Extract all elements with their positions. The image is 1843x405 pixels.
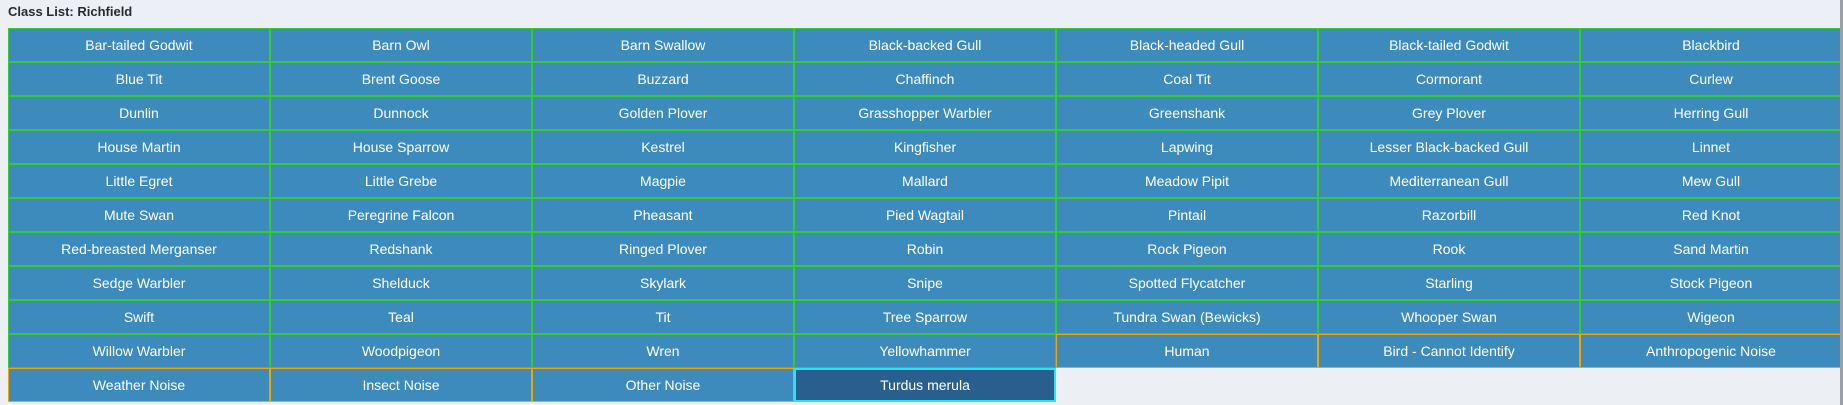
class-button[interactable]: Kestrel bbox=[532, 130, 794, 164]
class-button[interactable]: Brent Goose bbox=[270, 62, 532, 96]
class-button[interactable]: Other Noise bbox=[532, 368, 794, 402]
class-button[interactable]: Dunnock bbox=[270, 96, 532, 130]
class-button[interactable]: Kingfisher bbox=[794, 130, 1056, 164]
class-button[interactable]: Barn Swallow bbox=[532, 28, 794, 62]
class-button[interactable]: Coal Tit bbox=[1056, 62, 1318, 96]
class-button[interactable]: Black-headed Gull bbox=[1056, 28, 1318, 62]
class-button[interactable]: Curlew bbox=[1580, 62, 1842, 96]
class-button[interactable]: Bird - Cannot Identify bbox=[1318, 334, 1580, 368]
class-button[interactable]: Sand Martin bbox=[1580, 232, 1842, 266]
class-button[interactable]: Blackbird bbox=[1580, 28, 1842, 62]
class-button[interactable]: House Sparrow bbox=[270, 130, 532, 164]
class-button[interactable]: Golden Plover bbox=[532, 96, 794, 130]
class-button[interactable]: Spotted Flycatcher bbox=[1056, 266, 1318, 300]
class-button[interactable]: Mallard bbox=[794, 164, 1056, 198]
class-button[interactable]: Red Knot bbox=[1580, 198, 1842, 232]
class-button[interactable]: Grey Plover bbox=[1318, 96, 1580, 130]
class-button[interactable]: Weather Noise bbox=[8, 368, 270, 402]
class-button[interactable]: Pied Wagtail bbox=[794, 198, 1056, 232]
class-button[interactable]: Starling bbox=[1318, 266, 1580, 300]
class-button[interactable]: Woodpigeon bbox=[270, 334, 532, 368]
class-button[interactable]: Tree Sparrow bbox=[794, 300, 1056, 334]
class-button[interactable]: Teal bbox=[270, 300, 532, 334]
class-button[interactable]: Red-breasted Merganser bbox=[8, 232, 270, 266]
class-button[interactable]: Pintail bbox=[1056, 198, 1318, 232]
class-button[interactable]: Magpie bbox=[532, 164, 794, 198]
class-button[interactable]: Insect Noise bbox=[270, 368, 532, 402]
class-button[interactable]: Yellowhammer bbox=[794, 334, 1056, 368]
class-button[interactable]: Mew Gull bbox=[1580, 164, 1842, 198]
class-button[interactable]: Shelduck bbox=[270, 266, 532, 300]
class-button[interactable]: Chaffinch bbox=[794, 62, 1056, 96]
class-button[interactable]: Wren bbox=[532, 334, 794, 368]
class-button[interactable]: Peregrine Falcon bbox=[270, 198, 532, 232]
class-button[interactable]: Buzzard bbox=[532, 62, 794, 96]
class-button[interactable]: Skylark bbox=[532, 266, 794, 300]
class-button[interactable]: Dunlin bbox=[8, 96, 270, 130]
class-button[interactable]: Barn Owl bbox=[270, 28, 532, 62]
class-button[interactable]: Blue Tit bbox=[8, 62, 270, 96]
class-button[interactable]: House Martin bbox=[8, 130, 270, 164]
class-button[interactable]: Rook bbox=[1318, 232, 1580, 266]
class-button[interactable]: Mute Swan bbox=[8, 198, 270, 232]
class-grid: Bar-tailed Godwit Barn Owl Barn Swallow Bla… bbox=[8, 28, 1842, 402]
class-button[interactable]: Willow Warbler bbox=[8, 334, 270, 368]
class-button[interactable]: Ringed Plover bbox=[532, 232, 794, 266]
class-button[interactable]: Redshank bbox=[270, 232, 532, 266]
class-button[interactable]: Little Grebe bbox=[270, 164, 532, 198]
class-button[interactable]: Razorbill bbox=[1318, 198, 1580, 232]
class-button[interactable]: Snipe bbox=[794, 266, 1056, 300]
class-button[interactable]: Pheasant bbox=[532, 198, 794, 232]
class-button[interactable]: Herring Gull bbox=[1580, 96, 1842, 130]
class-button[interactable]: Tit bbox=[532, 300, 794, 334]
class-button[interactable]: Black-tailed Godwit bbox=[1318, 28, 1580, 62]
class-button[interactable]: Grasshopper Warbler bbox=[794, 96, 1056, 130]
class-button[interactable]: Greenshank bbox=[1056, 96, 1318, 130]
class-button[interactable]: Robin bbox=[794, 232, 1056, 266]
class-button[interactable]: Human bbox=[1056, 334, 1318, 368]
class-button[interactable]: Linnet bbox=[1580, 130, 1842, 164]
class-button[interactable]: Rock Pigeon bbox=[1056, 232, 1318, 266]
class-button[interactable]: Bar-tailed Godwit bbox=[8, 28, 270, 62]
class-list-title: Class List: Richfield bbox=[8, 4, 133, 19]
class-button[interactable]: Anthropogenic Noise bbox=[1580, 334, 1842, 368]
class-button[interactable]: Meadow Pipit bbox=[1056, 164, 1318, 198]
class-button[interactable]: Turdus merula bbox=[794, 368, 1056, 402]
class-button[interactable]: Tundra Swan (Bewicks) bbox=[1056, 300, 1318, 334]
class-button[interactable]: Lesser Black-backed Gull bbox=[1318, 130, 1580, 164]
class-button[interactable]: Little Egret bbox=[8, 164, 270, 198]
class-button[interactable]: Cormorant bbox=[1318, 62, 1580, 96]
class-button[interactable]: Swift bbox=[8, 300, 270, 334]
class-button[interactable]: Stock Pigeon bbox=[1580, 266, 1842, 300]
class-button[interactable]: Mediterranean Gull bbox=[1318, 164, 1580, 198]
class-button[interactable]: Wigeon bbox=[1580, 300, 1842, 334]
class-button[interactable]: Sedge Warbler bbox=[8, 266, 270, 300]
class-button[interactable]: Black-backed Gull bbox=[794, 28, 1056, 62]
class-button[interactable]: Lapwing bbox=[1056, 130, 1318, 164]
class-button[interactable]: Whooper Swan bbox=[1318, 300, 1580, 334]
scrollbar[interactable] bbox=[1840, 0, 1843, 405]
